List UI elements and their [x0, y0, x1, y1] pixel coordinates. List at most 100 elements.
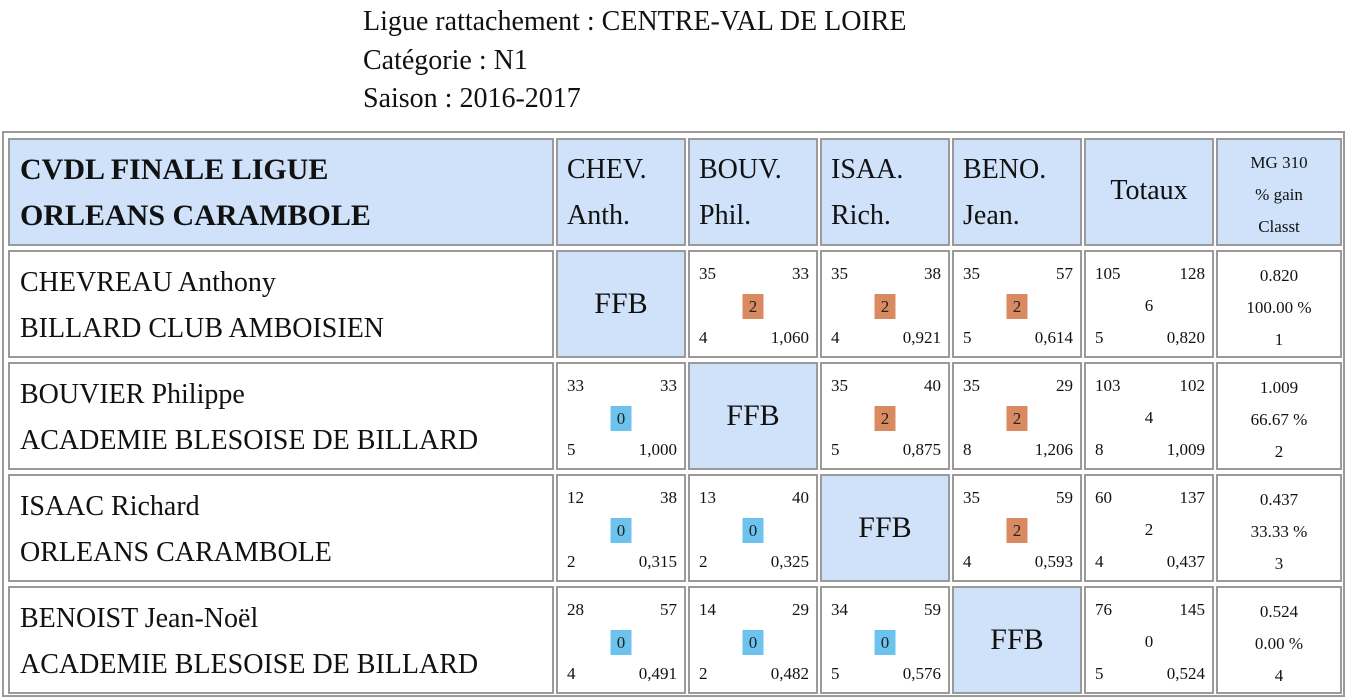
- opponent-line2: Jean.: [963, 200, 1020, 231]
- classement: 3: [1274, 554, 1284, 573]
- classement: 4: [1274, 666, 1284, 685]
- match-points: 12: [567, 488, 584, 507]
- win-badge: 2: [874, 406, 896, 431]
- total-points: 103: [1095, 376, 1121, 395]
- match-moyenne: 0,576: [902, 664, 941, 683]
- match-cell: 33 33 0 5 1,000: [556, 362, 686, 470]
- ffb-cell: FFB: [820, 474, 950, 582]
- totals-cell: 105 128 6 5 0,820: [1084, 250, 1214, 358]
- match-distance: 40: [924, 376, 941, 395]
- competition-info: Ligue rattachement : CENTRE-VAL DE LOIRE…: [363, 3, 907, 119]
- win-badge: 2: [1006, 406, 1028, 431]
- match-moyenne: 0,491: [638, 664, 677, 683]
- total-moyenne: 1,009: [1166, 440, 1205, 459]
- match-distance: 33: [660, 376, 677, 395]
- loss-badge: 0: [874, 630, 896, 655]
- match-cell: 35 29 2 8 1,206: [952, 362, 1082, 470]
- match-reprises: 5: [963, 328, 972, 347]
- match-reprises: 2: [699, 552, 708, 571]
- match-reprises: 4: [567, 664, 576, 683]
- player-name: BENOIST Jean-Noël: [20, 603, 259, 634]
- totaux-label: Totaux: [1110, 175, 1188, 206]
- match-distance: 57: [660, 600, 677, 619]
- categorie-label: Catégorie : N1: [363, 44, 528, 76]
- total-distance: 145: [1179, 600, 1206, 619]
- match-distance: 40: [792, 488, 809, 507]
- totals-cell: 76 145 0 5 0,524: [1084, 586, 1214, 694]
- player-cell: BOUVIER Philippe ACADEMIE BLESOISE DE BIL…: [8, 362, 554, 470]
- match-reprises: 2: [699, 664, 708, 683]
- gain-label: % gain: [1255, 185, 1303, 204]
- mg-label: MG 310: [1250, 153, 1308, 172]
- player-club: ORLEANS CARAMBOLE: [20, 537, 332, 568]
- win-badge: 2: [874, 294, 896, 319]
- match-points: 35: [699, 264, 716, 283]
- player-club: BILLARD CLUB AMBOISIEN: [20, 313, 385, 344]
- match-points: 34: [831, 600, 848, 619]
- loss-badge: 0: [742, 630, 764, 655]
- match-moyenne: 0,315: [638, 552, 677, 571]
- match-points: 35: [963, 488, 980, 507]
- match-cell: 28 57 0 4 0,491: [556, 586, 686, 694]
- match-cell: 12 38 0 2 0,315: [556, 474, 686, 582]
- match-reprises: 4: [831, 328, 840, 347]
- player-name: CHEVREAU Anthony: [20, 267, 276, 298]
- total-distance: 128: [1179, 264, 1206, 283]
- win-badge: 2: [742, 294, 764, 319]
- total-reprises: 5: [1095, 664, 1104, 683]
- total-moyenne: 0,820: [1166, 328, 1205, 347]
- total-match-points: 0: [1144, 632, 1154, 651]
- total-reprises: 5: [1095, 328, 1104, 347]
- match-moyenne: 0,921: [902, 328, 941, 347]
- match-distance: 38: [924, 264, 941, 283]
- player-club: ACADEMIE BLESOISE DE BILLARD: [20, 649, 479, 680]
- match-cell: 14 29 0 2 0,482: [688, 586, 818, 694]
- moyenne-generale: 0.524: [1259, 602, 1299, 621]
- match-reprises: 5: [567, 440, 576, 459]
- win-badge: 2: [1006, 294, 1028, 319]
- match-reprises: 4: [963, 552, 972, 571]
- header-totaux: Totaux: [1084, 138, 1214, 246]
- header-title-line1: CVDL FINALE LIGUE: [20, 153, 329, 186]
- loss-badge: 0: [742, 518, 764, 543]
- moyenne-generale: 0.437: [1259, 490, 1299, 509]
- match-cell: 13 40 0 2 0,325: [688, 474, 818, 582]
- ffb-cell: FFB: [556, 250, 686, 358]
- moyenne-generale: 0.820: [1259, 266, 1299, 285]
- ffb-label: FFB: [594, 287, 648, 320]
- header-opponent-bouv: BOUV. Phil.: [688, 138, 818, 246]
- player-club: ACADEMIE BLESOISE DE BILLARD: [20, 425, 479, 456]
- match-distance: 29: [1056, 376, 1073, 395]
- match-cell: 35 40 2 5 0,875: [820, 362, 950, 470]
- match-cell: 35 33 2 4 1,060: [688, 250, 818, 358]
- loss-badge: 0: [610, 406, 632, 431]
- match-distance: 29: [792, 600, 809, 619]
- match-moyenne: 0,614: [1034, 328, 1073, 347]
- match-points: 28: [567, 600, 584, 619]
- ffb-label: FFB: [726, 399, 780, 432]
- loss-badge: 0: [610, 518, 632, 543]
- opponent-line2: Rich.: [831, 200, 891, 231]
- opponent-line1: CHEV.: [567, 154, 647, 185]
- classement: 2: [1274, 442, 1284, 461]
- match-points: 14: [699, 600, 716, 619]
- match-points: 13: [699, 488, 716, 507]
- totals-cell: 60 137 2 4 0,437: [1084, 474, 1214, 582]
- opponent-line1: ISAA.: [831, 154, 904, 185]
- match-moyenne: 1,000: [638, 440, 677, 459]
- match-moyenne: 0,482: [770, 664, 809, 683]
- ffb-cell: FFB: [688, 362, 818, 470]
- header-title-cell: CVDL FINALE LIGUE ORLEANS CARAMBOLE: [8, 138, 554, 246]
- match-cell: 35 59 2 4 0,593: [952, 474, 1082, 582]
- match-reprises: 8: [963, 440, 972, 459]
- mg-cell: 0.524 0.00 % 4: [1216, 586, 1342, 694]
- header-opponent-isaa: ISAA. Rich.: [820, 138, 950, 246]
- header-opponent-chev: CHEV. Anth.: [556, 138, 686, 246]
- match-cell: 34 59 0 5 0,576: [820, 586, 950, 694]
- ffb-label: FFB: [858, 511, 912, 544]
- match-distance: 33: [792, 264, 809, 283]
- match-points: 35: [831, 264, 848, 283]
- match-moyenne: 1,206: [1034, 440, 1073, 459]
- opponent-line1: BOUV.: [699, 154, 782, 185]
- loss-badge: 0: [610, 630, 632, 655]
